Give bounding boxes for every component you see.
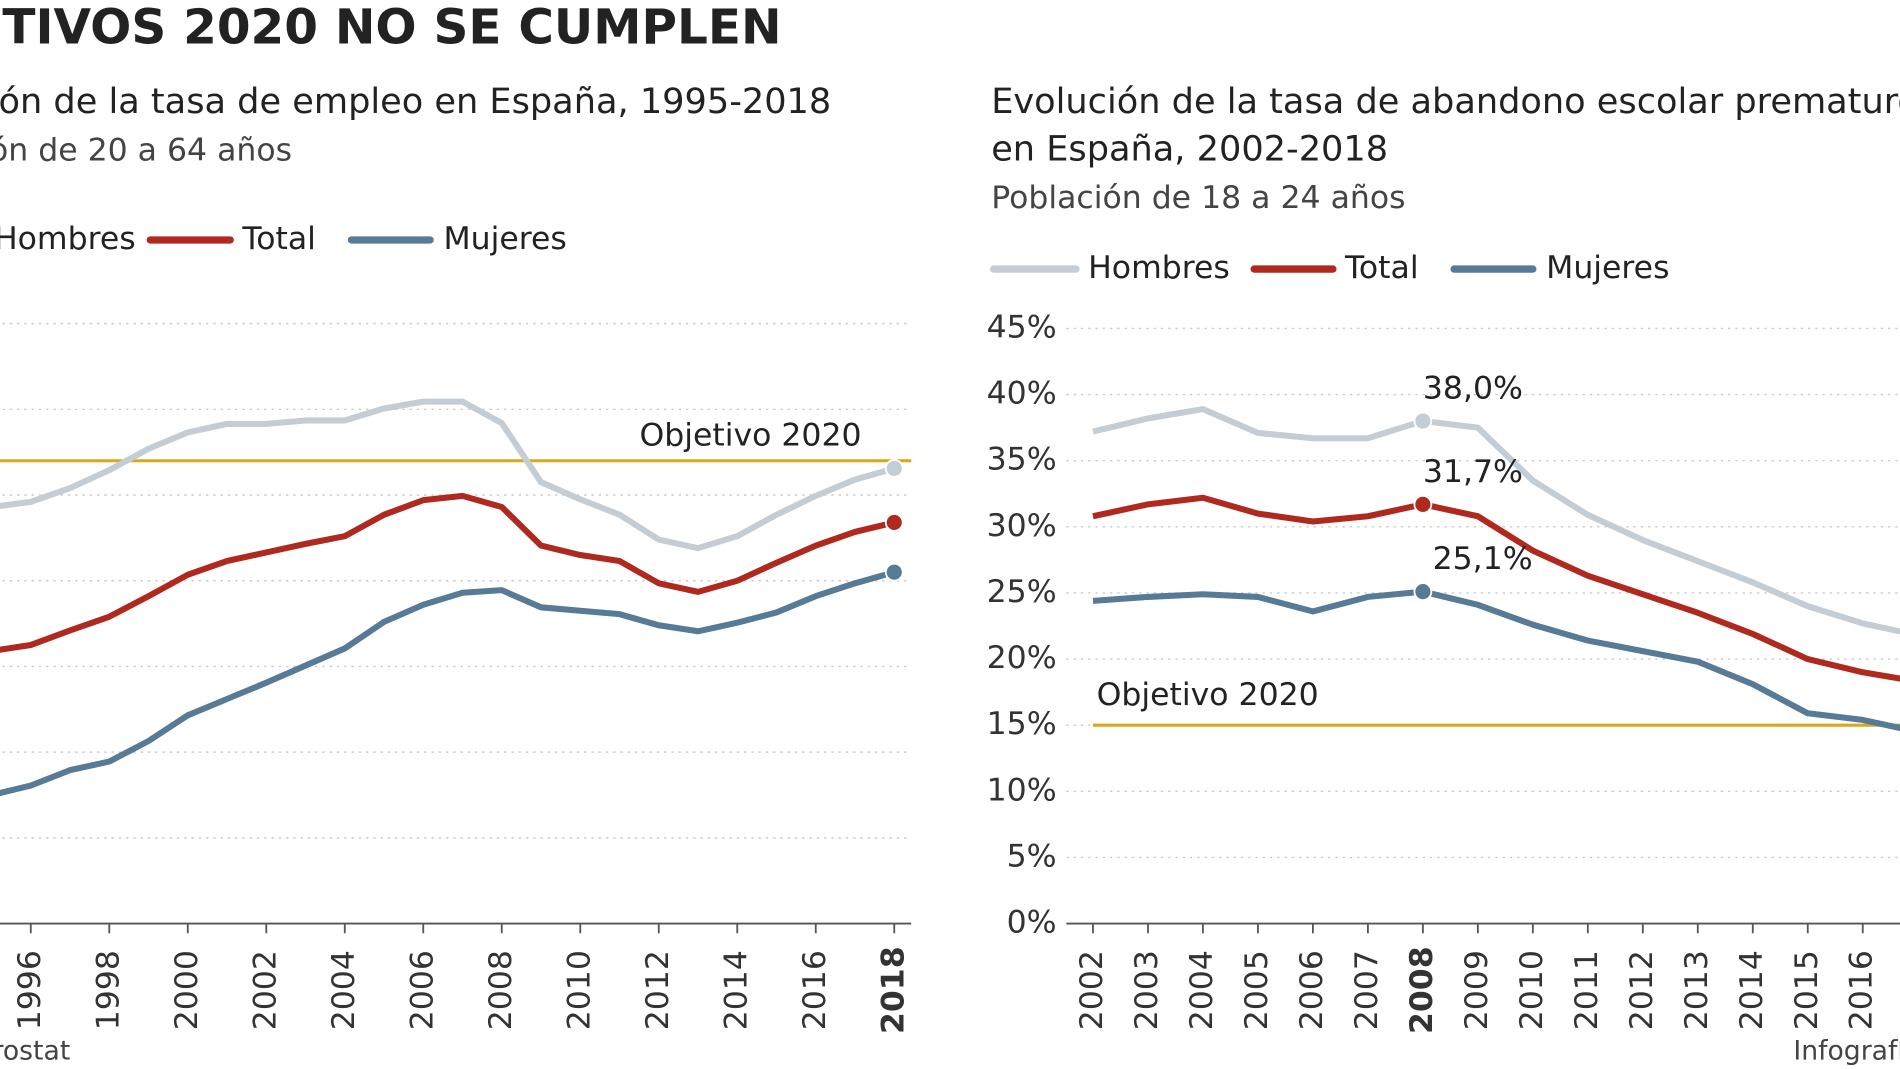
x-tick-label: 2010 (1514, 950, 1550, 1030)
y-tick-label: 45% (987, 309, 1057, 345)
target-label: Objetivo 2020 (639, 417, 861, 453)
x-tick-label: 2008 (483, 950, 519, 1030)
highlight-dot (1413, 494, 1433, 514)
x-tick-label: 2009 (1459, 950, 1495, 1030)
legend-label: Hombres (0, 221, 136, 257)
x-tick-label: 2016 (797, 950, 833, 1030)
series-line (0, 492, 895, 653)
chart-subtitle: Población de 18 a 24 años (991, 180, 1405, 216)
x-tick-label: 2017 (1899, 950, 1900, 1030)
x-tick-label: 2010 (561, 950, 597, 1030)
x-tick-label: 2014 (1734, 950, 1770, 1030)
x-tick-label: 2012 (640, 950, 676, 1030)
series-line (1092, 588, 1900, 732)
y-tick-label: 25% (987, 574, 1057, 610)
highlight-dot (884, 513, 904, 532)
legend-label: Mujeres (443, 221, 566, 257)
x-tick-label: 2006 (404, 950, 440, 1030)
value-label: 25,1% (1433, 541, 1533, 577)
chart-subtitle: Población de 20 a 64 años (0, 133, 292, 169)
x-tick-label: 1996 (12, 950, 48, 1030)
x-tick-label: 2002 (247, 950, 283, 1030)
x-tick-label: 2011 (1569, 950, 1605, 1030)
highlight-dot (1413, 411, 1433, 431)
x-tick-label: 2002 (1074, 950, 1110, 1030)
series-line (0, 398, 896, 552)
x-tick-label: 2004 (326, 950, 362, 1030)
series-line (0, 569, 896, 797)
y-tick-label: 15% (987, 706, 1057, 742)
y-tick-label: 20% (987, 640, 1057, 676)
series-line (1092, 494, 1900, 682)
y-tick-label: 0% (1007, 905, 1057, 941)
highlight-dot (884, 562, 904, 582)
y-tick-label: 40% (987, 376, 1057, 412)
legend-label: Total (241, 221, 316, 257)
legend-label: Total (1344, 250, 1419, 286)
chart-title: Evolución de la tasa de empleo en España… (0, 81, 831, 122)
credit: Infografía (1793, 1036, 1900, 1067)
x-tick-label: 2013 (1679, 950, 1715, 1030)
x-tick-label: 2000 (169, 950, 205, 1030)
x-tick-label: 2006 (1294, 950, 1330, 1030)
x-tick-label: 2004 (1184, 950, 1220, 1030)
value-label: 38,0% (1423, 371, 1523, 407)
legend-label: Mujeres (1546, 250, 1669, 286)
x-tick-label: 2014 (718, 950, 754, 1030)
main-title: OBJETIVOS 2020 NO SE CUMPLEN (0, 0, 782, 55)
x-tick-label: 2003 (1129, 950, 1165, 1030)
highlight-dot (884, 459, 904, 478)
series-line (1092, 406, 1900, 635)
x-tick-label: 2005 (1239, 950, 1275, 1030)
legend-label: Hombres (1088, 250, 1230, 286)
y-tick-label: 35% (987, 442, 1057, 478)
x-tick-label: 2016 (1844, 950, 1880, 1030)
y-tick-label: 10% (987, 772, 1057, 808)
x-tick-label: 2008 (1404, 946, 1440, 1034)
chart-title: Evolución de la tasa de abandono escolar… (991, 81, 1900, 122)
chart-title: en España, 2002-2018 (991, 128, 1388, 169)
x-tick-label: 2012 (1624, 950, 1660, 1030)
y-tick-label: 5% (1007, 838, 1057, 874)
target-label: Objetivo 2020 (1097, 677, 1319, 713)
y-tick-label: 30% (987, 508, 1057, 544)
source: Fuente: Eurostat (0, 1036, 70, 1067)
value-label: 31,7% (1423, 454, 1523, 490)
highlight-dot (1413, 582, 1433, 602)
x-tick-label: 2007 (1349, 950, 1385, 1030)
x-tick-label: 1998 (90, 950, 126, 1030)
x-tick-label: 2015 (1789, 950, 1825, 1030)
x-tick-label: 2018 (875, 946, 911, 1034)
